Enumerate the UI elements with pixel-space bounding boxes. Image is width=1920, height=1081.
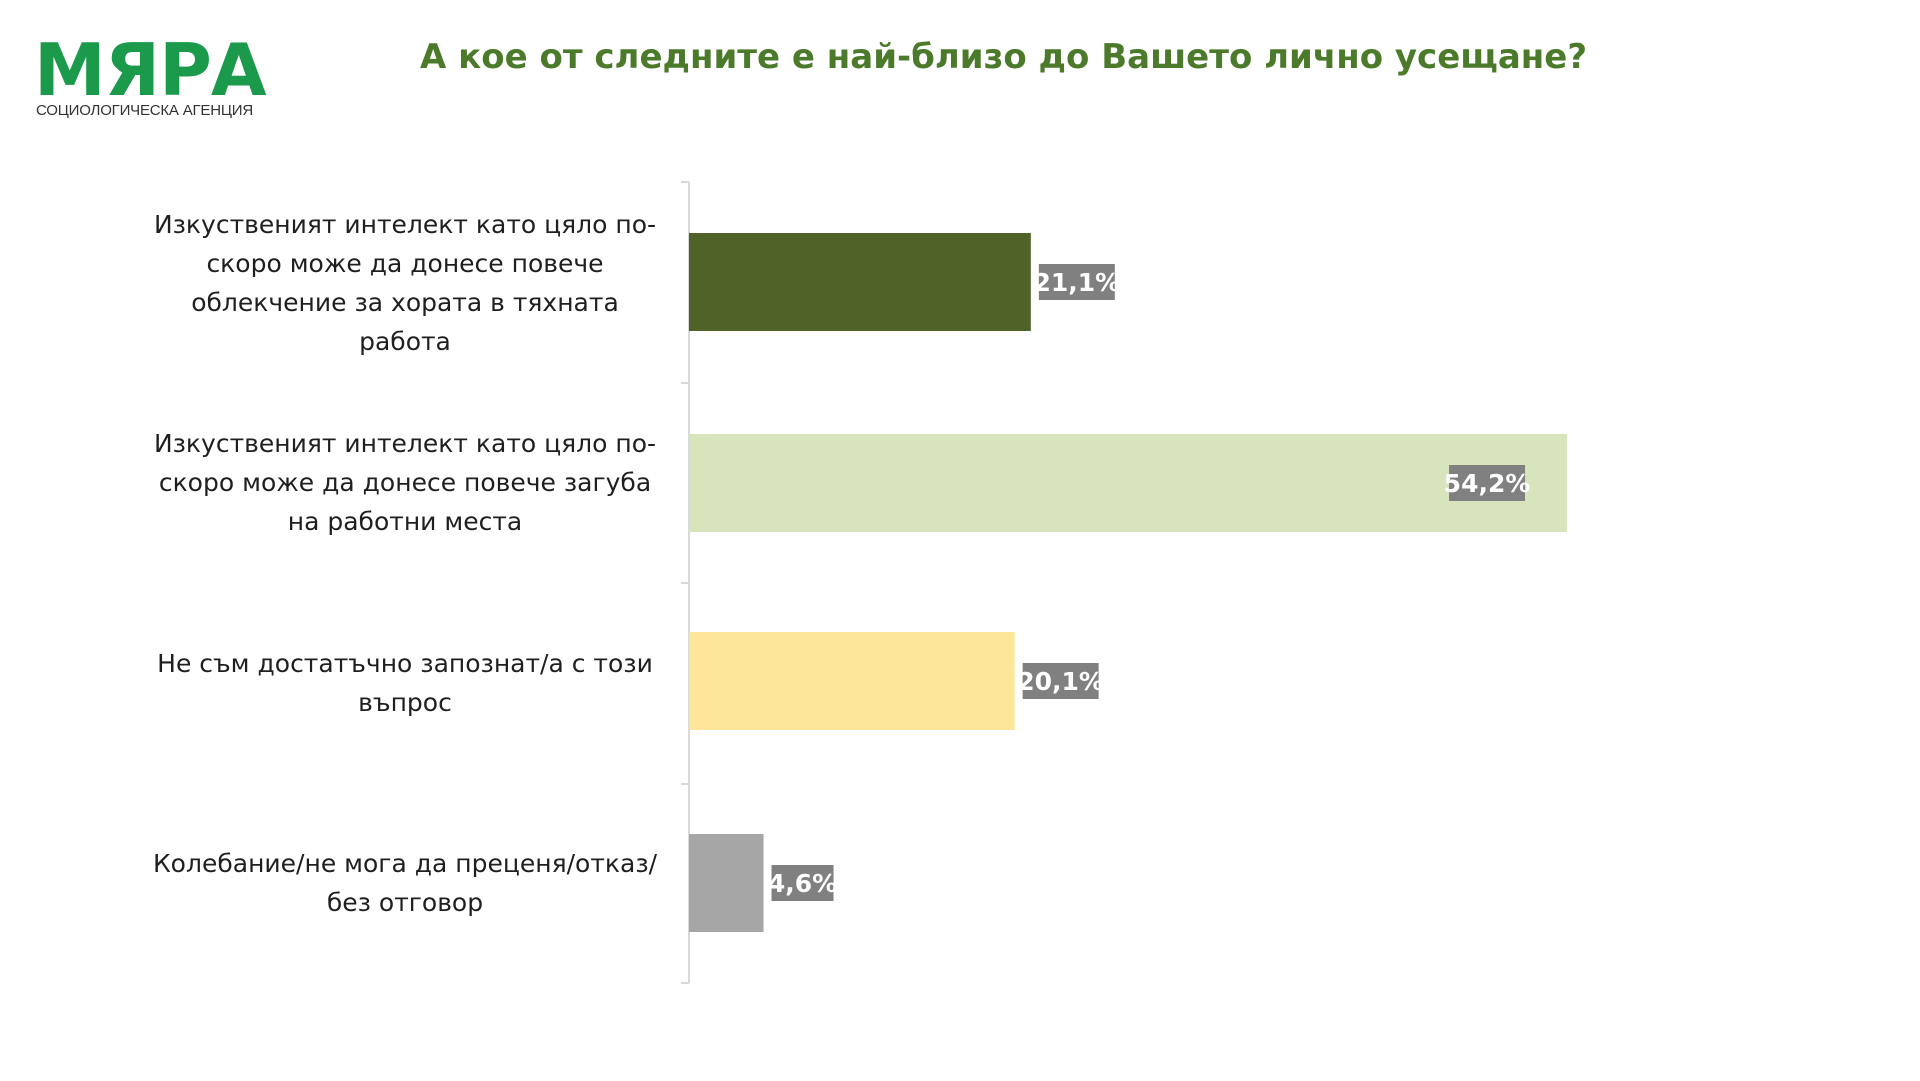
chart-title: А кое от следните е най-близо до Вашето …	[420, 37, 1588, 77]
data-label-1: 21,1%	[1033, 268, 1120, 297]
data-label-3: 20,1%	[1017, 667, 1104, 696]
logo: МЯРА СОЦИОЛОГИЧЕСКА АГЕНЦИЯ	[34, 28, 274, 122]
bar-3	[689, 632, 1015, 730]
bar-2	[689, 434, 1568, 532]
data-label-box-2	[1449, 465, 1526, 501]
data-label-box-4	[771, 865, 834, 901]
data-label-box-1	[1038, 264, 1115, 300]
category-label-3: Не съм достатъчно запознат/а с този въпр…	[157, 649, 653, 717]
data-label-box-3	[1022, 663, 1099, 699]
bar-4	[689, 834, 764, 932]
category-label-4: Колебание/не мога да преценя/отказ/без о…	[152, 849, 658, 917]
category-label-2: Изкуственият интелект като цяло по-скоро…	[153, 429, 657, 536]
data-label-4: 4,6%	[768, 869, 837, 898]
data-label-2: 54,2%	[1444, 469, 1531, 498]
logo-subtitle: СОЦИОЛОГИЧЕСКА АГЕНЦИЯ	[36, 102, 253, 119]
logo-text: МЯРА	[34, 28, 267, 112]
bar-1	[689, 233, 1031, 331]
category-label-1: Изкуственият интелект като цяло по-скоро…	[153, 210, 657, 356]
